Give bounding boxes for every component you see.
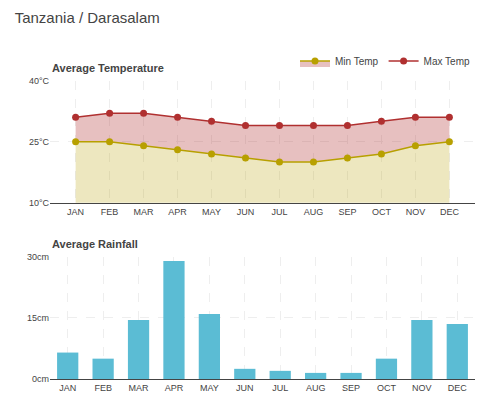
svg-text:APR: APR: [168, 207, 187, 217]
svg-text:JUL: JUL: [271, 207, 287, 217]
svg-text:10°C: 10°C: [29, 198, 50, 208]
svg-text:NOV: NOV: [412, 383, 432, 393]
svg-text:AUG: AUG: [306, 383, 326, 393]
svg-text:MAR: MAR: [134, 207, 155, 217]
svg-text:Tanzania / Darasalam: Tanzania / Darasalam: [15, 9, 160, 26]
svg-text:15cm: 15cm: [27, 313, 49, 323]
svg-text:JAN: JAN: [67, 207, 84, 217]
svg-text:NOV: NOV: [406, 207, 426, 217]
svg-text:FEB: FEB: [101, 207, 119, 217]
svg-text:OCT: OCT: [372, 207, 392, 217]
svg-text:Average Temperature: Average Temperature: [52, 62, 164, 74]
svg-text:APR: APR: [165, 383, 184, 393]
svg-text:MAR: MAR: [129, 383, 150, 393]
svg-text:AUG: AUG: [304, 207, 324, 217]
svg-text:JAN: JAN: [59, 383, 76, 393]
svg-text:SEP: SEP: [342, 383, 360, 393]
svg-text:MAY: MAY: [202, 207, 221, 217]
svg-text:0cm: 0cm: [32, 374, 49, 384]
svg-text:DEC: DEC: [448, 383, 468, 393]
svg-text:25°C: 25°C: [29, 137, 50, 147]
svg-text:SEP: SEP: [338, 207, 356, 217]
svg-text:Average Rainfall: Average Rainfall: [52, 238, 138, 250]
svg-text:Max Temp: Max Temp: [424, 56, 470, 67]
svg-text:DEC: DEC: [440, 207, 460, 217]
svg-text:40°C: 40°C: [29, 76, 50, 86]
svg-text:OCT: OCT: [377, 383, 397, 393]
svg-text:Min Temp: Min Temp: [335, 56, 379, 67]
svg-text:FEB: FEB: [94, 383, 112, 393]
svg-text:JUN: JUN: [237, 207, 255, 217]
svg-text:JUN: JUN: [236, 383, 254, 393]
svg-text:MAY: MAY: [200, 383, 219, 393]
svg-text:JUL: JUL: [272, 383, 288, 393]
svg-text:30cm: 30cm: [27, 252, 49, 262]
